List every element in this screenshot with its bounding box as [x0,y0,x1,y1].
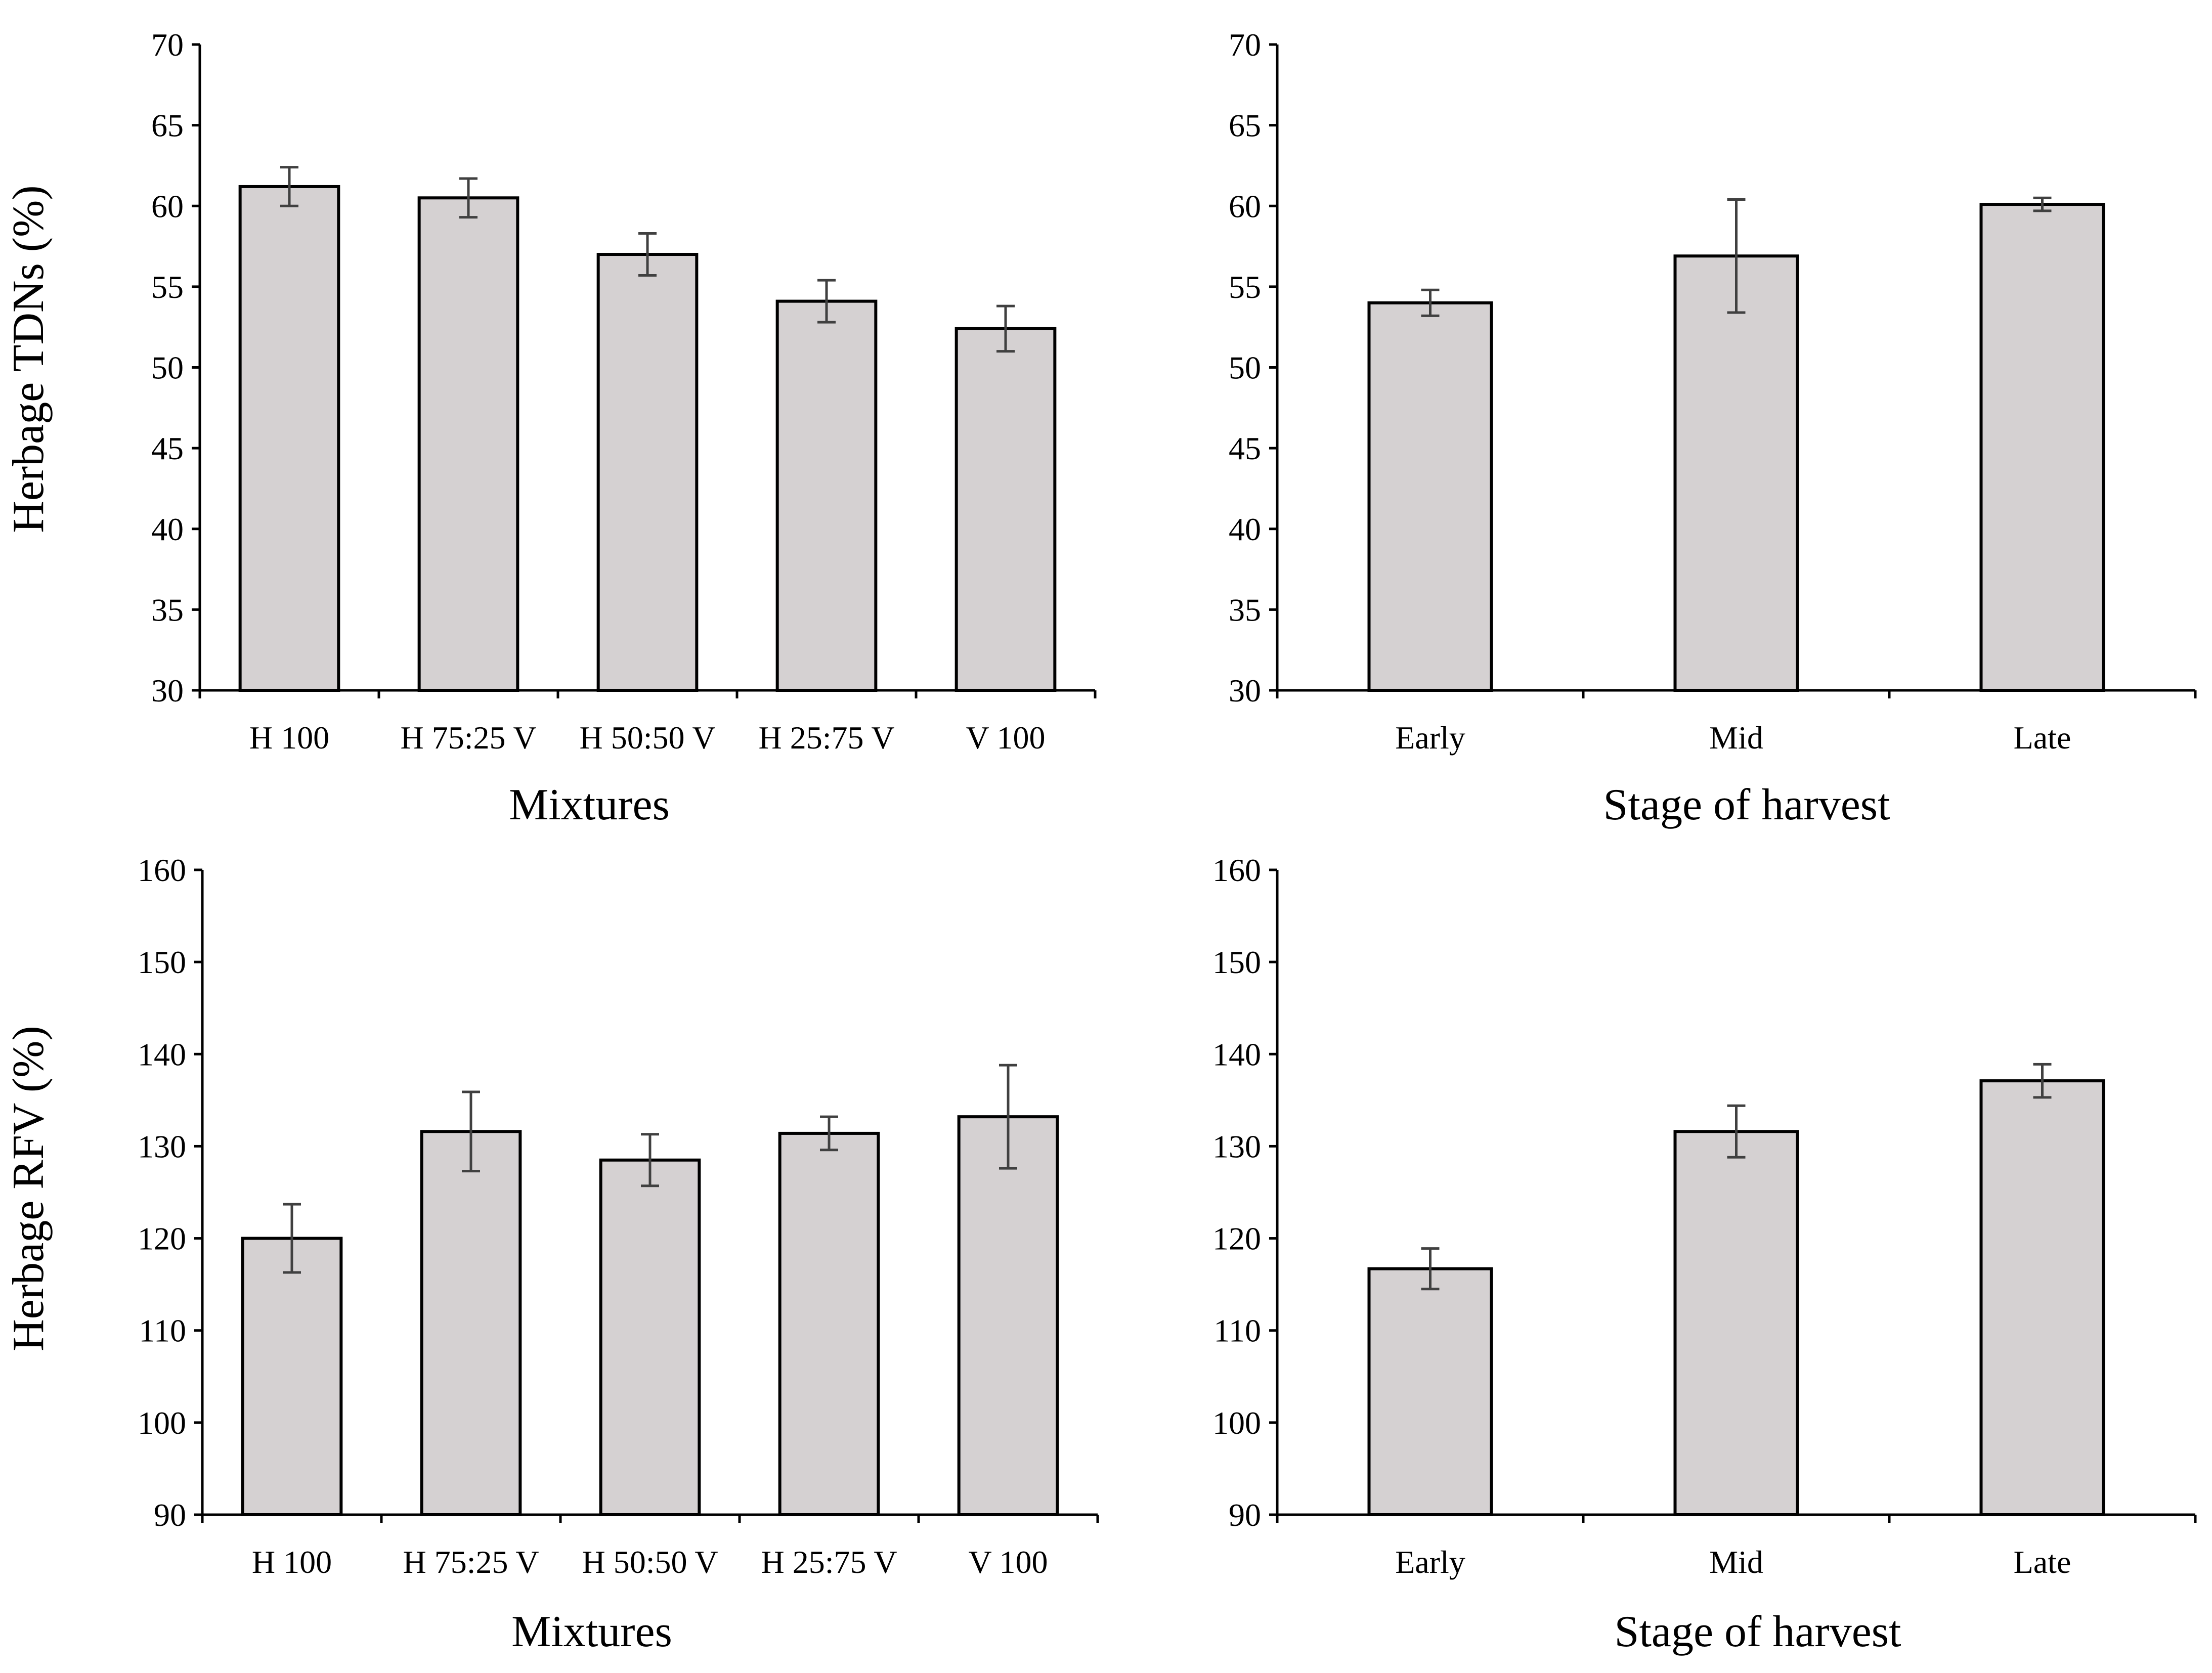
bar [957,1115,1059,1516]
x-tick-label: H 25:75 V [761,1544,897,1580]
bar [241,1237,343,1517]
x-tick-label: H 75:25 V [400,720,536,756]
y-tick-label: 90 [154,1497,186,1533]
x-tick-label: H 75:25 V [403,1544,539,1580]
y-tick-label: 55 [151,269,184,305]
y-tick-label: 100 [138,1405,186,1441]
y-tick-label: 30 [1229,673,1261,709]
bar [1673,254,1799,692]
y-tick-label: 90 [1229,1497,1261,1533]
bar [1367,1267,1493,1516]
y-tick-label: 150 [1212,944,1261,980]
y-tick-label: 110 [1213,1313,1261,1349]
bar [238,185,340,692]
y-tick-label: 140 [138,1036,186,1072]
ylabel: Herbage RFV (%) [4,1026,53,1351]
x-tick-label: Late [2014,1544,2071,1580]
bar [599,1158,701,1516]
bar [1673,1130,1799,1516]
y-tick-label: 55 [1229,269,1261,305]
x-tick-label: V 100 [966,720,1045,756]
y-tick-label: 35 [151,592,184,628]
y-tick-label: 120 [138,1221,186,1257]
y-tick-label: 30 [151,673,184,709]
y-tick-label: 140 [1212,1036,1261,1072]
y-tick-label: 65 [151,108,184,144]
chart-panel-tdn-stage: Stage of harvest Early Mid Late 30 35 40 45 50 5… [1229,27,2197,829]
y-tick-label: 50 [1229,350,1261,386]
x-tick-label: Late [2014,720,2071,756]
bar [955,327,1057,692]
bar [1979,203,2105,692]
xlabel: Mixtures [509,780,670,829]
y-tick-label: 70 [1229,27,1261,63]
xlabel: Stage of harvest [1615,1607,1901,1656]
xlabel: Mixtures [511,1607,672,1656]
y-tick-label: 40 [151,511,184,547]
y-tick-label: 130 [138,1128,186,1164]
y-tick-label: 45 [1229,430,1261,466]
bar [1979,1079,2105,1517]
y-tick-label: 130 [1212,1128,1261,1164]
y-tick-label: 45 [151,430,184,466]
x-tick-label: Early [1395,720,1465,756]
x-tick-label: Early [1395,1544,1465,1580]
x-tick-label: H 100 [252,1544,332,1580]
bar [778,1131,880,1516]
x-tick-label: V 100 [968,1544,1048,1580]
chart-panel-tdn-mixtures: Herbage TDNs (%) Mixtures H 100 H 75:25 V… [4,27,1097,829]
y-tick-label: 65 [1229,108,1261,144]
y-tick-label: 150 [138,944,186,980]
ylabel: Herbage TDNs (%) [4,185,53,533]
y-tick-label: 110 [139,1313,186,1349]
bar [420,1130,522,1516]
chart-panel-rfv-stage: Stage of harvest Early Mid Late 90 100 110 120… [1212,852,2197,1656]
y-tick-label: 160 [138,852,186,888]
x-tick-label: H 100 [249,720,329,756]
xlabel: Stage of harvest [1603,780,1890,829]
bar [1367,301,1493,692]
x-tick-label: H 25:75 V [758,720,894,756]
y-tick-label: 120 [1212,1221,1261,1257]
bar [775,299,878,692]
y-tick-label: 35 [1229,592,1261,628]
bar [596,253,699,692]
y-tick-label: 160 [1212,852,1261,888]
x-tick-label: Mid [1709,720,1763,756]
x-tick-label: H 50:50 V [579,720,715,756]
y-tick-label: 50 [151,350,184,386]
y-tick-label: 60 [1229,188,1261,224]
chart-panel-rfv-mixtures: Herbage RFV (%) Mixtures H 100 H 75:25 V H… [4,852,1099,1656]
y-tick-label: 60 [151,188,184,224]
x-tick-label: H 50:50 V [582,1544,718,1580]
y-tick-label: 100 [1212,1405,1261,1441]
x-tick-label: Mid [1709,1544,1763,1580]
y-tick-label: 40 [1229,511,1261,547]
y-tick-label: 70 [151,27,184,63]
bar [417,196,519,692]
